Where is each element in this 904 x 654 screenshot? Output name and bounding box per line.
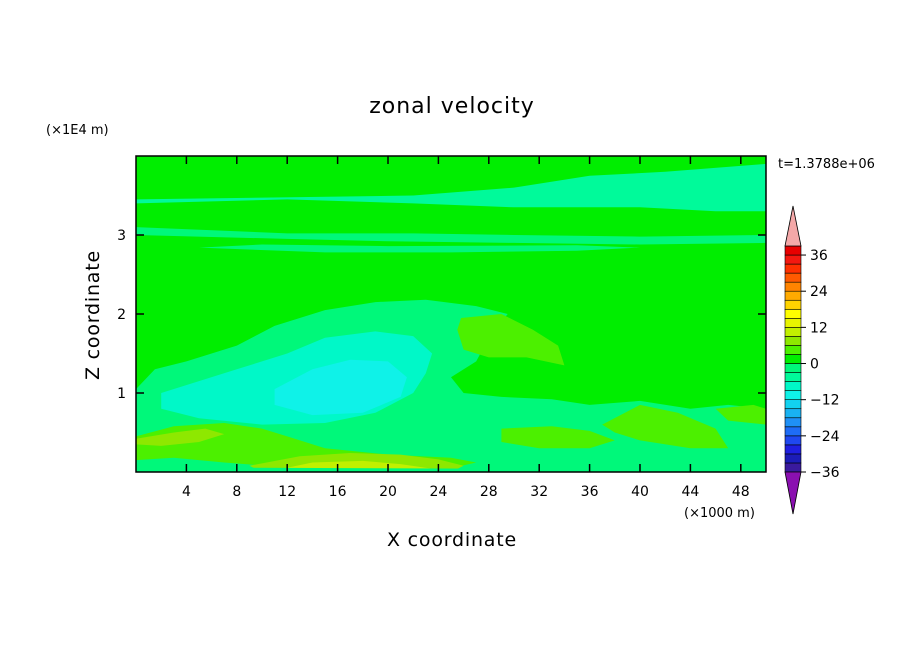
colorbar-tick-label: −12 — [810, 393, 840, 409]
colorbar-tick-label: 12 — [810, 320, 828, 336]
contour-region-3 — [199, 244, 640, 253]
contour-region-11 — [136, 467, 766, 472]
colorbar-band — [784, 336, 802, 346]
colorbar-band — [784, 363, 802, 373]
colorbar-max-arrow — [784, 205, 802, 247]
colorbar-band — [784, 435, 802, 446]
colorbar-band — [784, 417, 802, 428]
colorbar-tick-label: 36 — [810, 248, 828, 264]
contour-region-6 — [274, 359, 407, 416]
contour-region-13 — [501, 426, 615, 449]
colorbar-tick-label: 0 — [810, 357, 819, 373]
colorbar: 36 24 12 0 −12 −24 −36 — [784, 205, 840, 515]
x-tick-label: 4 — [182, 484, 191, 500]
x-tick-label: 36 — [581, 484, 599, 500]
colorbar-band — [784, 354, 802, 364]
contour-region-8 — [136, 428, 225, 446]
colorbar-band — [784, 453, 802, 464]
x-unit-label: (×1000 m) — [684, 506, 755, 521]
colorbar-band — [784, 254, 802, 265]
colorbar-band — [784, 372, 802, 382]
y-axis: 1 2 3 — [117, 228, 766, 402]
x-tick-label: 12 — [278, 484, 296, 500]
colorbar-tick-label: 24 — [810, 284, 828, 300]
colorbar-band — [784, 281, 802, 292]
x-tick-label: 24 — [429, 484, 447, 500]
y-tick-label: 2 — [117, 307, 126, 323]
colorbar-band — [784, 462, 802, 473]
x-tick-label: 20 — [379, 484, 397, 500]
contour-region-12 — [457, 314, 565, 366]
contour-regions — [136, 156, 766, 472]
contour-region-1 — [136, 163, 766, 212]
time-label: t=1.3788e+06 — [778, 157, 875, 172]
x-tick-label: 44 — [681, 484, 699, 500]
contour-region-4 — [136, 299, 766, 472]
contour-region-2 — [136, 227, 766, 245]
colorbar-band — [784, 318, 802, 328]
y-tick-label: 3 — [117, 228, 126, 244]
y-axis-label: Z coordinate — [82, 250, 104, 380]
y-tick-label: 1 — [117, 386, 126, 402]
colorbar-band — [784, 327, 802, 337]
colorbar-tick-label: −36 — [810, 465, 840, 481]
colorbar-min-arrow — [784, 471, 802, 515]
colorbar-band — [784, 299, 802, 310]
colorbar-band — [784, 263, 802, 274]
colorbar-band — [784, 345, 802, 355]
colorbar-band — [784, 272, 802, 283]
colorbar-band — [784, 308, 802, 319]
colorbar-band — [784, 408, 802, 419]
x-tick-label: 8 — [232, 484, 241, 500]
colorbar-tick-label: −24 — [810, 429, 840, 445]
colorbar-band — [784, 426, 802, 437]
contour-region-15 — [715, 404, 766, 425]
colorbar-band — [784, 381, 802, 391]
colorbar-band — [784, 290, 802, 301]
colorbar-band — [784, 399, 802, 410]
x-axis-label: X coordinate — [387, 529, 517, 551]
x-tick-label: 48 — [732, 484, 750, 500]
x-axis: 4 8 12 16 20 24 28 32 36 40 44 48 — [182, 156, 750, 500]
x-tick-label: 28 — [480, 484, 498, 500]
y-unit-label: (×1E4 m) — [46, 123, 109, 138]
colorbar-band — [784, 245, 802, 256]
x-tick-label: 40 — [631, 484, 649, 500]
x-tick-label: 16 — [329, 484, 347, 500]
colorbar-band — [784, 444, 802, 455]
x-tick-label: 32 — [530, 484, 548, 500]
colorbar-band — [784, 390, 802, 400]
contour-region-14 — [602, 404, 729, 449]
chart-title: zonal velocity — [369, 94, 535, 119]
